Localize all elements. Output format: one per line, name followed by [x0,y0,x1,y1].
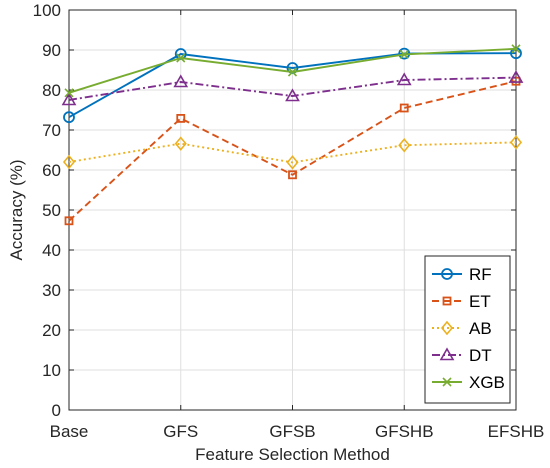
data-point-rf [63,111,75,124]
legend-entry-et: ET [432,292,491,311]
series-line-et [68,80,517,222]
y-tick-label: 10 [42,361,61,380]
data-point-xgb [287,67,298,77]
legend-marker [442,377,452,387]
series-layer [61,44,524,226]
data-point-et [176,114,186,123]
y-axis-title: Accuracy (%) [7,159,26,260]
legend-marker [442,296,452,306]
series-dt [61,69,524,106]
legend-label: AB [469,319,492,338]
legend-label: DT [469,346,492,365]
data-point-dt [285,88,300,102]
y-tick-label: 50 [42,201,61,220]
data-point-et [64,216,74,226]
data-point-xgb [64,88,74,98]
data-point-dt [61,92,77,106]
data-point-et [288,170,297,180]
y-tick-label: 20 [42,321,61,340]
legend-marker [440,320,454,336]
data-point-ab [174,136,187,151]
data-point-xgb [511,44,521,54]
x-tick-label: Base [50,422,89,441]
data-point-dt [396,72,412,86]
legend-label: RF [469,265,492,284]
data-point-xgb [399,49,409,59]
y-tick-label: 40 [42,241,61,260]
y-tick-label: 30 [42,281,61,300]
y-tick-label: 90 [42,41,61,60]
legend-entry-dt: DT [432,346,492,365]
legend-entry-xgb: XGB [432,373,505,392]
legend-box [424,255,511,404]
grid-layer [68,9,517,411]
data-point-ab [398,137,411,153]
data-point-dt [508,69,524,83]
y-tick-label: 70 [42,121,61,140]
y-tick-label: 0 [52,401,61,420]
series-et [64,76,521,226]
series-line-dt [68,76,517,101]
series-ab [62,135,523,170]
data-point-et [399,103,409,113]
data-point-dt [173,74,189,88]
x-tick-label: EFSHB [488,422,545,441]
data-point-xgb [176,53,186,63]
data-point-ab [62,154,76,170]
legend-marker [439,347,455,361]
legend-marker [441,268,453,280]
y-tick-label: 80 [42,81,61,100]
x-tick-label: GFS [163,422,198,441]
x-tick-label: GFSHB [375,422,434,441]
data-point-ab [509,135,523,150]
series-line-ab [68,141,517,164]
data-point-ab [286,155,299,170]
axes-box [68,9,517,411]
legend-entry-ab: AB [432,319,492,338]
series-xgb [64,44,521,98]
x-axis-title: Feature Selection Method [195,445,390,464]
y-tick-label: 100 [33,1,61,20]
legend-label: XGB [469,373,505,392]
y-tick-label: 60 [42,161,61,180]
legend-entry-rf: RF [432,265,492,284]
legend: RF ET AB DT XGB [424,255,511,404]
legend-label: ET [469,292,491,311]
x-tick-label: GFSB [269,422,315,441]
axes-layer: 0 10 20 30 40 50 60 70 80 90 100 Base GFS GFSB GFSHB EF… [33,1,545,441]
